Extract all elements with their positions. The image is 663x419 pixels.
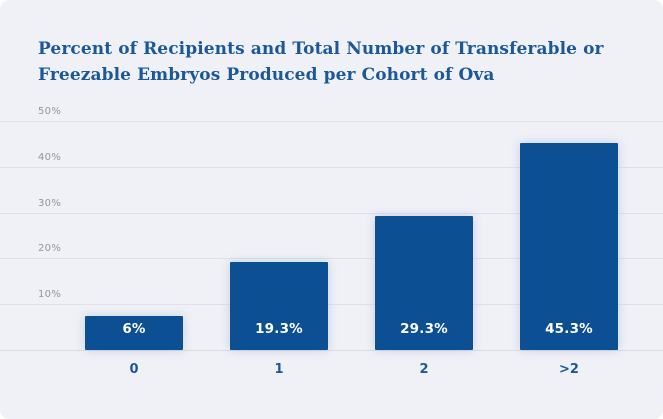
bar[interactable]: 29.3% — [375, 215, 473, 350]
bar[interactable]: 45.3% — [520, 142, 618, 350]
x-axis-category-label: 2 — [419, 362, 429, 377]
x-axis-category-label: >2 — [559, 362, 579, 377]
bar-value-label: 6% — [122, 321, 146, 337]
y-axis-tick-label: 40% — [38, 151, 62, 163]
y-axis-tick-label: 20% — [38, 243, 62, 255]
chart-title: Percent of Recipients and Total Number o… — [38, 39, 604, 85]
gridline — [0, 212, 663, 214]
bar[interactable]: 6% — [85, 316, 183, 350]
gridline — [0, 304, 663, 306]
x-axis-category-label: 1 — [274, 362, 284, 377]
y-axis-tick-label: 50% — [38, 106, 62, 117]
x-axis-line — [0, 350, 663, 351]
gridline — [0, 258, 663, 260]
y-axis-tick-label: 10% — [38, 289, 62, 301]
bar-value-label: 29.3% — [400, 320, 448, 337]
bar[interactable]: 19.3% — [230, 261, 328, 350]
bar-value-label: 45.3% — [545, 320, 593, 337]
gridline — [0, 121, 663, 122]
bar-value-label: 19.3% — [255, 320, 303, 337]
x-axis-category-label: 0 — [129, 362, 139, 377]
y-axis-tick-label: 30% — [38, 197, 62, 209]
gridline — [0, 166, 663, 168]
